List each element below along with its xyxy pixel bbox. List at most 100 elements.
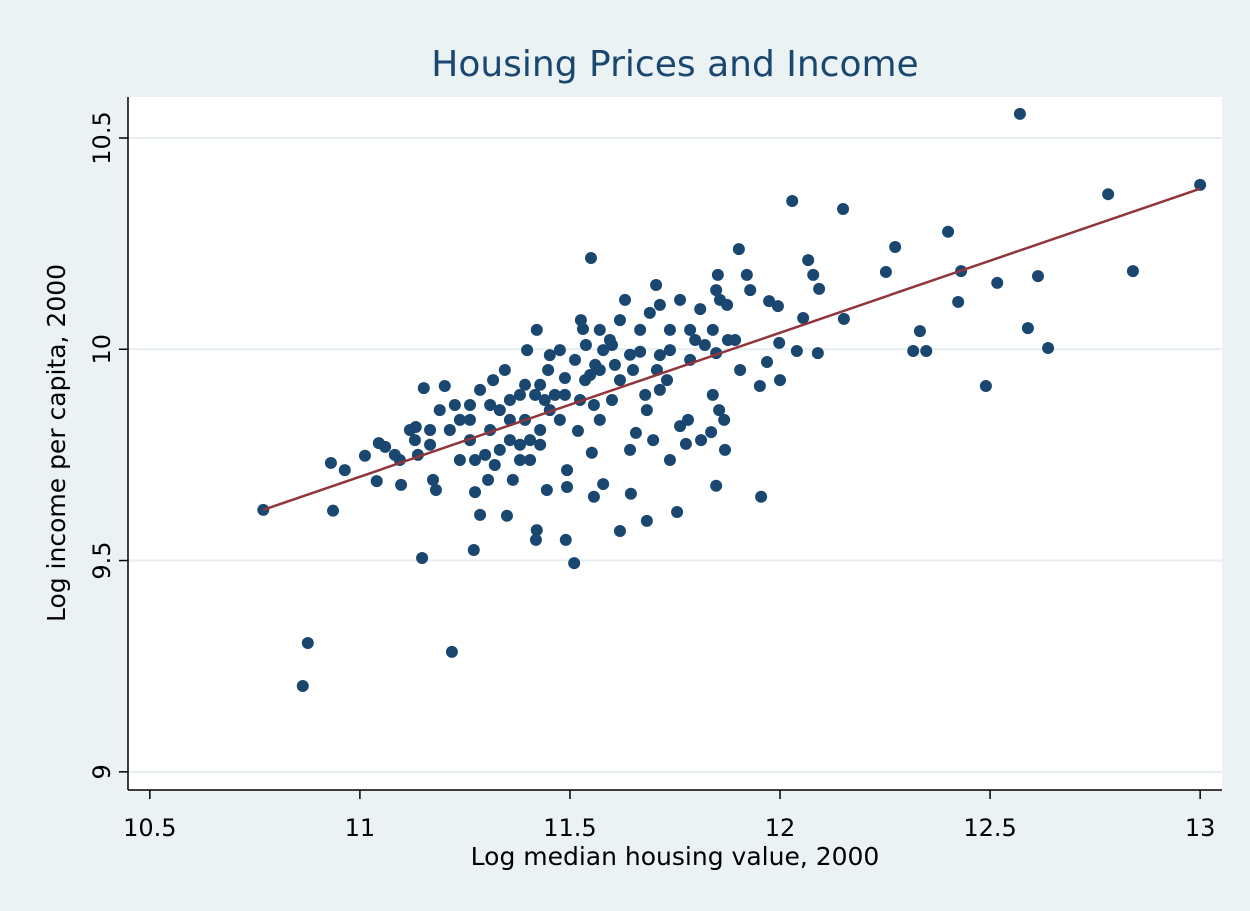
scatter-point <box>706 388 719 401</box>
y-tick-label: 10 <box>88 334 116 365</box>
scatter-point <box>811 347 824 360</box>
scatter-point <box>493 443 506 456</box>
scatter-point <box>718 413 731 426</box>
scatter-point <box>653 383 666 396</box>
scatter-point <box>721 298 734 311</box>
scatter-point <box>463 413 476 426</box>
scatter-point <box>613 524 626 537</box>
scatter-point <box>529 388 542 401</box>
scatter-point <box>771 300 784 313</box>
scatter-point <box>920 344 933 357</box>
scatter-point <box>640 514 653 527</box>
scatter-point <box>1102 188 1115 201</box>
scatter-point <box>647 434 660 447</box>
scatter-point <box>679 437 692 450</box>
scatter-point <box>991 276 1004 289</box>
scatter-point <box>513 388 526 401</box>
scatter-point <box>802 254 815 267</box>
scatter-point <box>624 487 637 500</box>
scatter-point <box>429 483 442 496</box>
scatter-point <box>643 306 656 319</box>
scatter-point <box>558 388 571 401</box>
scatter-point <box>979 380 992 393</box>
scatter-point <box>534 438 547 451</box>
scatter-point <box>409 421 422 434</box>
scatter-point <box>561 481 574 494</box>
scatter-point <box>584 251 597 264</box>
scatter-point <box>542 363 555 376</box>
scatter-point <box>388 448 401 461</box>
scatter-point <box>663 323 676 336</box>
scatter-point <box>579 339 592 352</box>
scatter-point <box>663 453 676 466</box>
scatter-point <box>671 505 684 518</box>
scatter-point <box>608 358 621 371</box>
scatter-point <box>797 311 810 324</box>
scatter-point <box>469 486 482 499</box>
scatter-point <box>740 268 753 281</box>
scatter-point <box>324 456 337 469</box>
scatter-point <box>634 323 647 336</box>
scatter-point <box>605 393 618 406</box>
scatter-point <box>548 388 561 401</box>
scatter-point <box>296 680 309 693</box>
scatter-point <box>587 490 600 503</box>
scatter-point <box>674 293 687 306</box>
scatter-point <box>568 557 581 570</box>
scatter-point <box>513 438 526 451</box>
x-tick-label: 11 <box>345 814 376 842</box>
scatter-point <box>706 323 719 336</box>
scatter-point <box>1031 270 1044 283</box>
scatter-point <box>629 426 642 439</box>
scatter-point <box>438 380 451 393</box>
scatter-point <box>558 372 571 385</box>
scatter-point <box>453 413 466 426</box>
scatter-point <box>524 453 537 466</box>
scatter-point <box>698 339 711 352</box>
scatter-point <box>713 404 726 417</box>
scatter-point <box>358 449 371 462</box>
scatter-point <box>453 453 466 466</box>
scatter-point <box>626 363 639 376</box>
scatter-point <box>613 314 626 327</box>
plot-area <box>128 97 1222 790</box>
scatter-point <box>603 333 616 346</box>
scatter-point <box>540 483 553 496</box>
scatter-point <box>506 473 519 486</box>
scatter-point <box>674 420 687 433</box>
scatter-point <box>474 383 487 396</box>
scatter-point <box>942 225 955 238</box>
scatter-point <box>889 241 902 254</box>
scatter-point <box>1042 342 1055 355</box>
scatter-point <box>488 459 501 472</box>
scatter-point <box>561 464 574 477</box>
scatter-point <box>424 438 437 451</box>
scatter-point <box>634 345 647 358</box>
scatter-point <box>427 473 440 486</box>
scatter-point <box>744 284 757 297</box>
scatter-point <box>530 323 543 336</box>
scatter-point <box>1021 322 1034 335</box>
y-tick-label: 10.5 <box>88 111 116 164</box>
scatter-point <box>534 378 547 391</box>
scatter-point <box>653 298 666 311</box>
scatter-point <box>837 202 850 215</box>
scatter-point <box>879 265 892 278</box>
scatter-point <box>474 508 487 521</box>
scatter-point <box>521 344 534 357</box>
scatter-point <box>416 552 429 565</box>
scatter-point <box>1126 265 1139 278</box>
scatter-point <box>807 268 820 281</box>
scatter-point <box>530 524 543 537</box>
scatter-point <box>584 369 597 382</box>
x-tick-label: 13 <box>1185 814 1216 842</box>
scatter-point <box>503 434 516 447</box>
scatter-point <box>639 388 652 401</box>
scatter-point <box>487 374 500 387</box>
scatter-point <box>445 645 458 658</box>
scatter-point <box>663 344 676 357</box>
scatter-point <box>753 380 766 393</box>
scatter-point <box>732 243 745 256</box>
